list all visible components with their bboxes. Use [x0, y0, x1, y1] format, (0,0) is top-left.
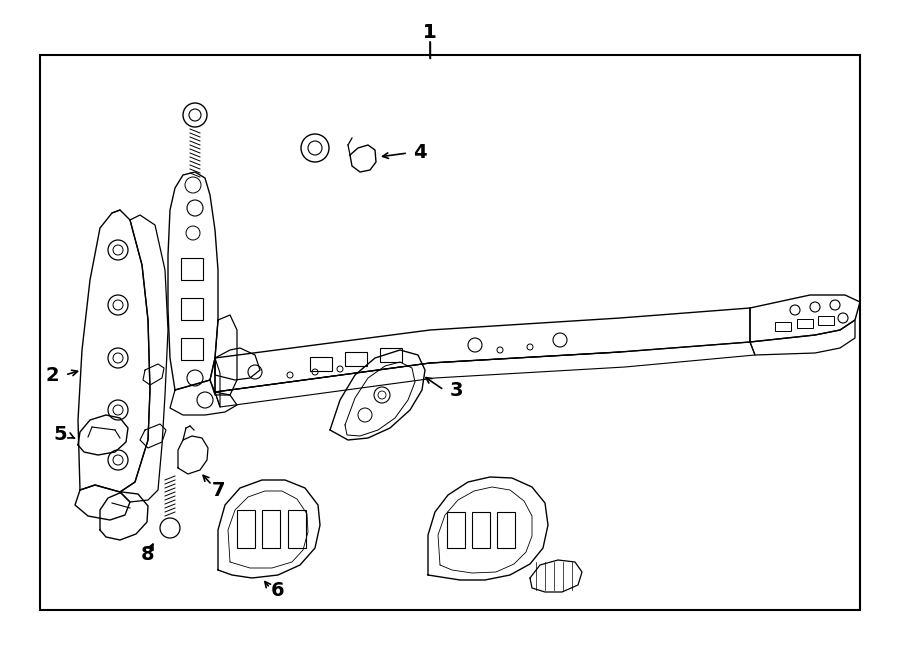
- Text: 2: 2: [45, 365, 58, 385]
- Text: 5: 5: [53, 426, 67, 444]
- Bar: [818, 316, 834, 325]
- Bar: [472, 512, 490, 548]
- Text: 7: 7: [212, 481, 225, 500]
- Text: 4: 4: [413, 142, 427, 162]
- Bar: [797, 319, 813, 328]
- Bar: [380, 348, 402, 362]
- Bar: [345, 352, 367, 366]
- Bar: [310, 357, 332, 371]
- Bar: [181, 258, 203, 280]
- Bar: [262, 510, 280, 548]
- Text: 8: 8: [141, 545, 155, 565]
- Bar: [775, 322, 791, 331]
- Bar: [447, 512, 465, 548]
- Text: 1: 1: [423, 23, 436, 42]
- Bar: [40, 55, 860, 610]
- Bar: [181, 298, 203, 320]
- Bar: [288, 510, 306, 548]
- Bar: [237, 510, 255, 548]
- Bar: [181, 338, 203, 360]
- Text: 6: 6: [271, 581, 284, 600]
- Text: 3: 3: [449, 381, 463, 399]
- Text: 1: 1: [423, 23, 436, 42]
- Bar: [497, 512, 515, 548]
